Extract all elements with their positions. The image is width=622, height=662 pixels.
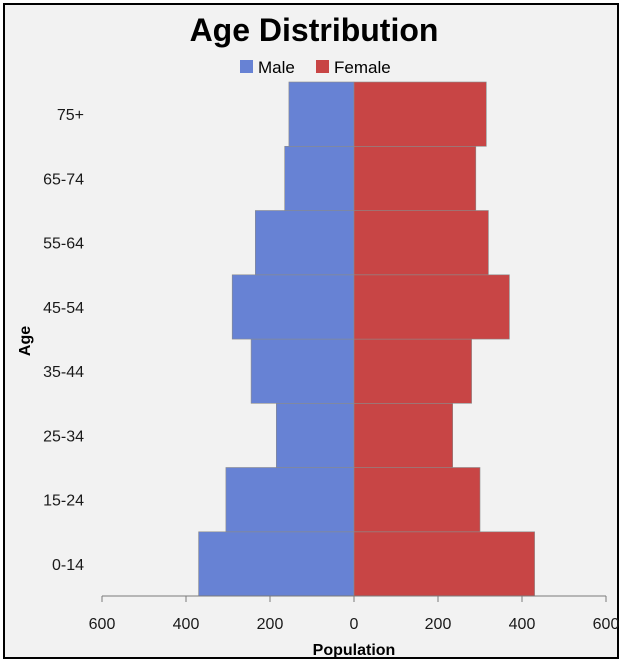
x-tick-label: 600 bbox=[89, 616, 116, 633]
x-tick-label: 600 bbox=[593, 616, 620, 633]
x-tick-label: 200 bbox=[257, 616, 284, 633]
y-tick-label: 65-74 bbox=[43, 171, 84, 188]
bar-male-65-74 bbox=[284, 146, 355, 211]
y-axis-label: Age bbox=[17, 326, 34, 356]
y-tick-label: 35-44 bbox=[43, 364, 84, 381]
y-tick-label: 75+ bbox=[57, 107, 84, 124]
y-tick-label: 55-64 bbox=[43, 236, 84, 253]
y-tick-label: 45-54 bbox=[43, 300, 84, 317]
y-axis-ticks: 0-14 15-24 25-34 35-44 45-54 55-64 65-74 75+ bbox=[43, 107, 84, 574]
x-tick-label: 200 bbox=[425, 616, 452, 633]
bar-female-35-44 bbox=[353, 338, 472, 404]
y-tick-label: 15-24 bbox=[43, 493, 84, 510]
y-tick-label: 25-34 bbox=[43, 428, 84, 445]
chart-title: Age Distribution bbox=[190, 12, 439, 48]
x-tick-label: 400 bbox=[173, 616, 200, 633]
x-axis-label: Population bbox=[313, 642, 396, 659]
bar-male-45-54 bbox=[231, 274, 355, 340]
bar-male-75+ bbox=[288, 81, 355, 147]
bar-female-0-14 bbox=[353, 531, 535, 597]
bar-male-55-64 bbox=[255, 210, 355, 276]
legend-label-female: Female bbox=[334, 58, 391, 77]
bars bbox=[198, 81, 535, 597]
bar-male-35-44 bbox=[250, 338, 355, 404]
bar-female-55-64 bbox=[353, 210, 489, 276]
bar-female-45-54 bbox=[353, 274, 510, 340]
bar-female-15-24 bbox=[353, 467, 481, 533]
y-tick-label: 0-14 bbox=[52, 557, 84, 574]
bar-female-75+ bbox=[353, 81, 487, 147]
x-axis: 600 400 200 0 200 400 600 bbox=[89, 595, 620, 633]
x-tick-label: 0 bbox=[350, 616, 359, 633]
bar-male-0-14 bbox=[198, 531, 355, 597]
legend-label-male: Male bbox=[258, 58, 295, 77]
bar-male-15-24 bbox=[225, 467, 355, 533]
legend: Male Female bbox=[240, 58, 391, 77]
legend-swatch-male bbox=[240, 60, 253, 73]
bar-female-25-34 bbox=[353, 402, 453, 468]
bar-female-65-74 bbox=[353, 146, 477, 211]
bar-male-25-34 bbox=[275, 402, 355, 468]
legend-swatch-female bbox=[316, 60, 329, 73]
x-tick-label: 400 bbox=[509, 616, 536, 633]
